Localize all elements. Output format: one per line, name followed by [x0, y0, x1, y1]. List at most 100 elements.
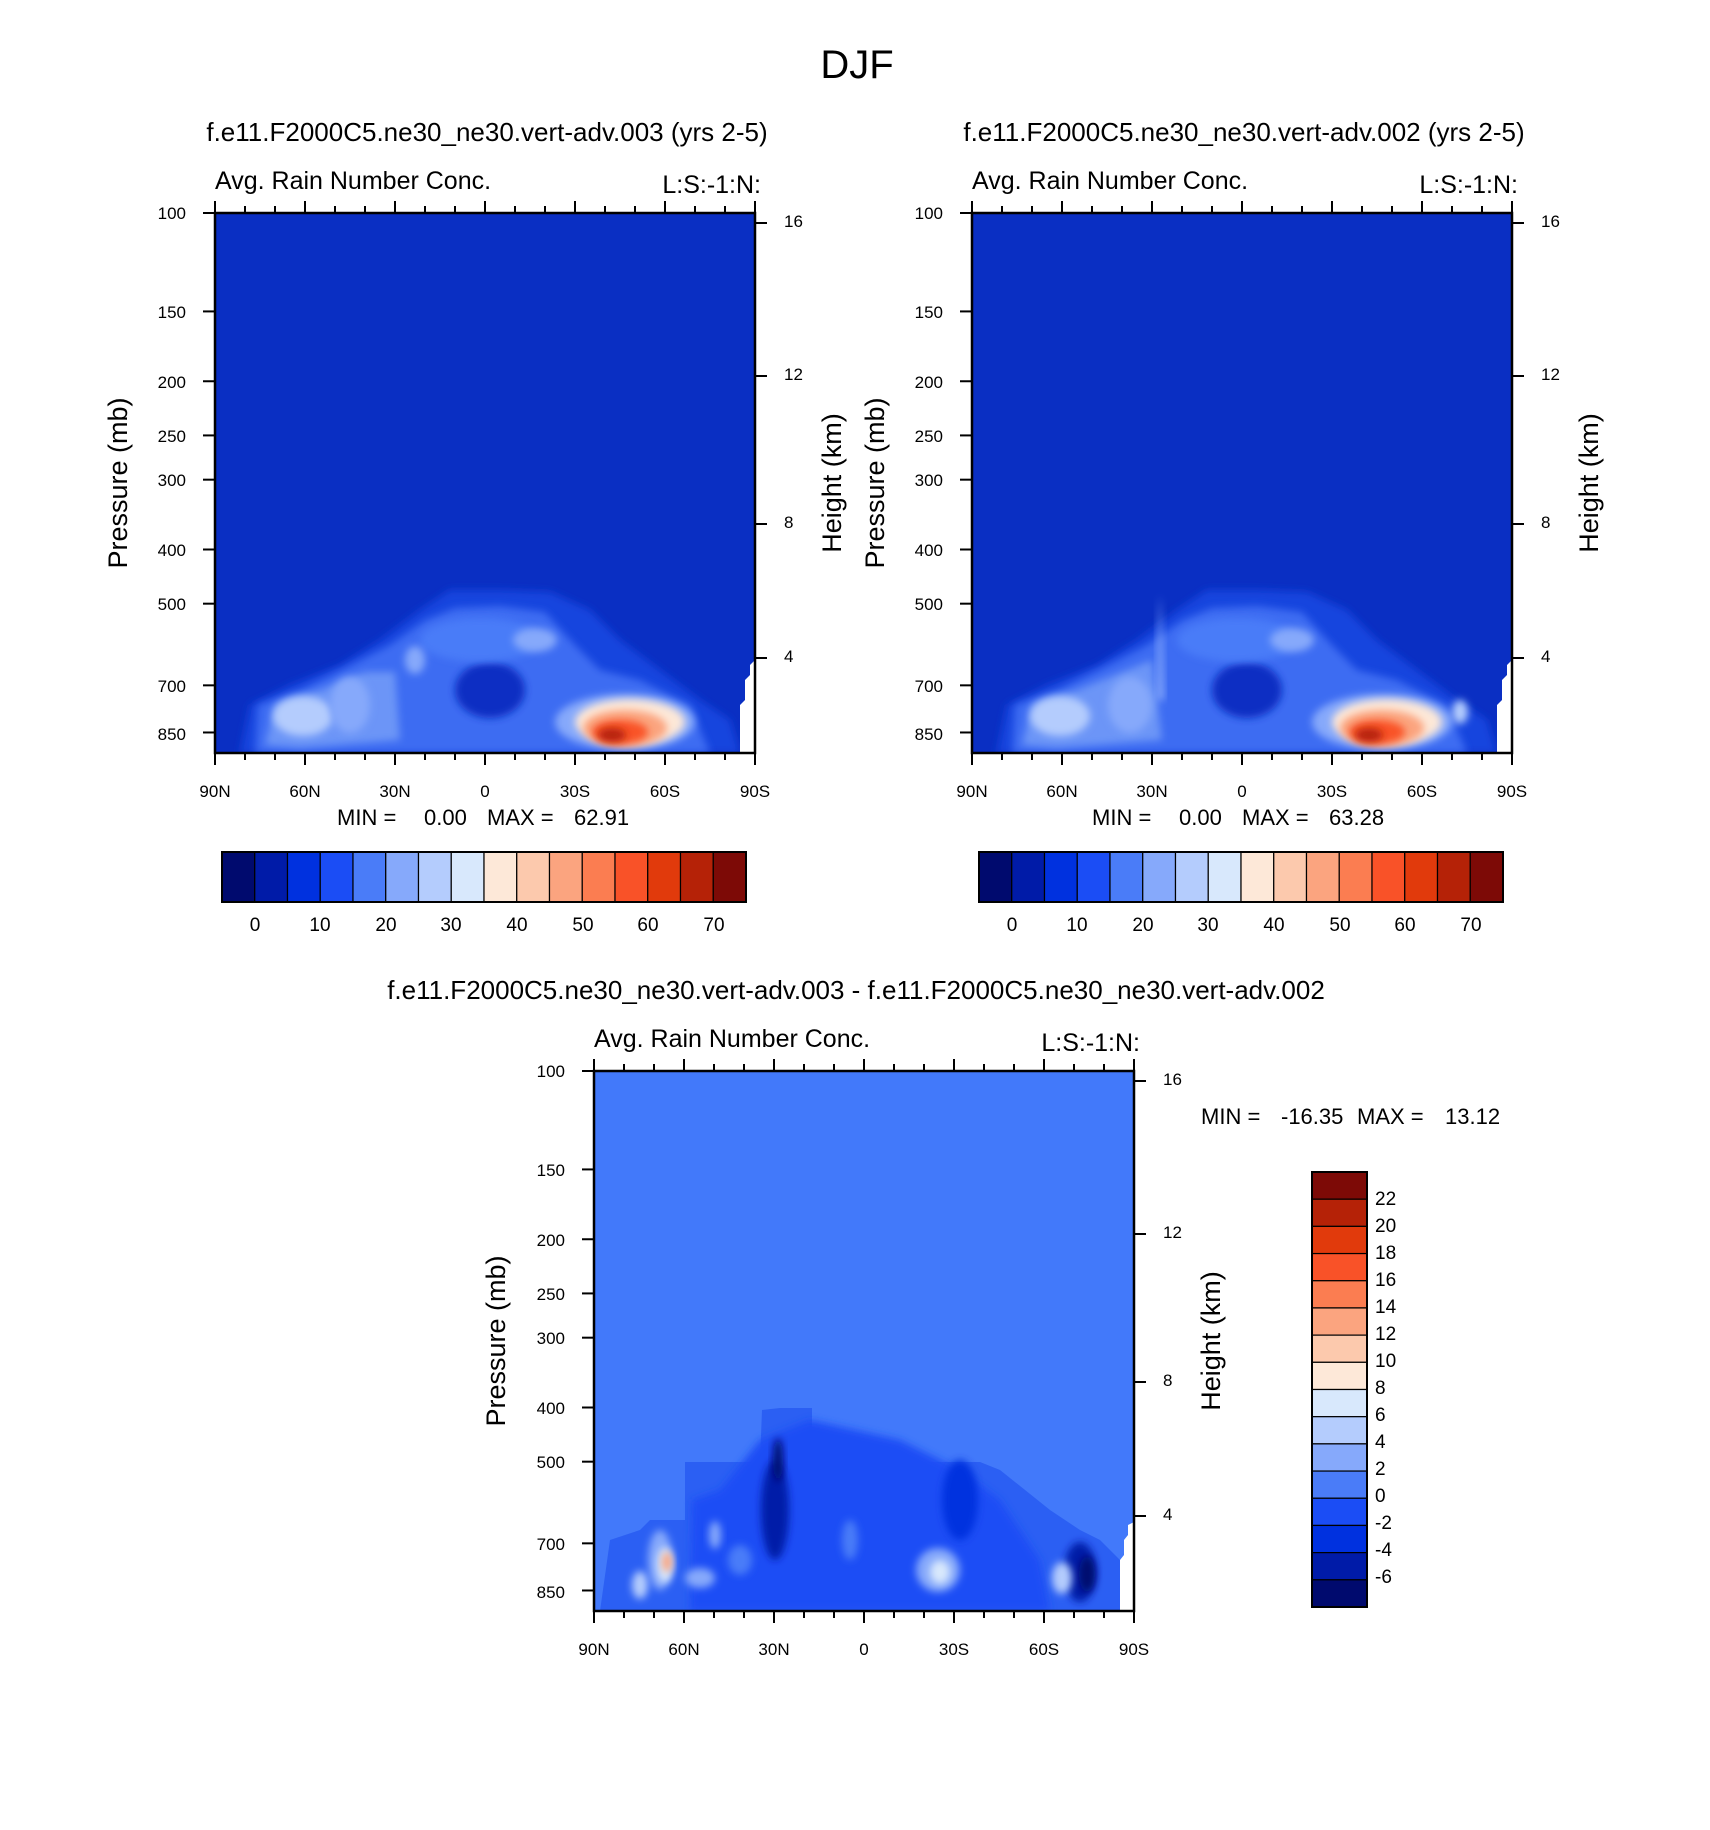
y-tick-label: 400	[915, 541, 943, 560]
y-tick-label: 850	[537, 1583, 565, 1602]
colorbar-swatch	[679, 851, 714, 903]
panel-title: f.e11.F2000C5.ne30_ne30.vert-adv.002 (yr…	[963, 117, 1524, 147]
colorbar-label: 20	[1132, 915, 1153, 936]
x-tick-label: 90S	[1119, 1640, 1149, 1659]
y-tick-label: 300	[537, 1329, 565, 1348]
colorbar-label: 2	[1375, 1459, 1386, 1480]
x-tick-label: 90S	[1497, 782, 1527, 801]
x-tick-label: 30N	[379, 782, 410, 801]
panel-title: f.e11.F2000C5.ne30_ne30.vert-adv.003 (yr…	[206, 117, 767, 147]
colorbar-swatch	[1338, 851, 1373, 903]
colorbar-label: 0	[1375, 1486, 1386, 1507]
x-tick-label: 30N	[1136, 782, 1167, 801]
panel-exp003: f.e11.F2000C5.ne30_ne30.vert-adv.003 (yr…	[103, 117, 847, 936]
x-tick-label: 60S	[650, 782, 680, 801]
colorbar-label: 50	[1329, 915, 1350, 936]
colorbar-label: 22	[1375, 1189, 1396, 1210]
colorbar-swatch	[1142, 851, 1177, 903]
y-tick-label: 200	[915, 373, 943, 392]
y2-tick-label: 4	[1541, 647, 1550, 666]
y-tick-label: 300	[158, 471, 186, 490]
y2-tick-label: 16	[784, 212, 803, 231]
colorbar-swatch	[352, 851, 387, 903]
colorbar-swatch	[614, 851, 649, 903]
panel-exp002: f.e11.F2000C5.ne30_ne30.vert-adv.002 (yr…	[860, 117, 1604, 936]
x-tick-label: 90S	[740, 782, 770, 801]
colorbar-swatch	[1311, 1524, 1368, 1554]
y2-tick-label: 12	[1541, 365, 1560, 384]
max-label: MAX =	[487, 805, 554, 830]
colorbar-swatch	[1043, 851, 1078, 903]
colorbar-swatch	[450, 851, 485, 903]
y-tick-label: 250	[158, 427, 186, 446]
x-tick-label: 0	[1237, 782, 1246, 801]
y-tick-label: 500	[915, 595, 943, 614]
contour-field	[972, 213, 1512, 753]
colorbar-swatch	[1311, 1252, 1368, 1282]
y2-tick-label: 12	[1163, 1223, 1182, 1242]
min-label: MIN =	[1092, 805, 1151, 830]
colorbar-swatch	[1311, 1225, 1368, 1255]
colorbar-label: 0	[1007, 915, 1018, 936]
y-tick-label: 150	[537, 1161, 565, 1180]
colorbar-swatch	[1174, 851, 1209, 903]
field-name: Avg. Rain Number Conc.	[972, 167, 1248, 195]
colorbar-swatch	[978, 851, 1013, 903]
min-value: -16.35	[1281, 1104, 1343, 1129]
y-axis-label: Pressure (mb)	[103, 397, 133, 568]
axis-ticks	[582, 1059, 1146, 1623]
colorbar-label: 20	[1375, 1216, 1396, 1237]
x-tick-label: 30S	[1317, 782, 1347, 801]
field-name: Avg. Rain Number Conc.	[215, 167, 491, 195]
y-tick-label: 700	[915, 677, 943, 696]
max-value: 62.91	[574, 805, 629, 830]
colorbar-swatch	[1311, 1198, 1368, 1227]
colorbar-label: 12	[1375, 1324, 1396, 1345]
colorbar-swatch	[1311, 1361, 1368, 1391]
y-axis-label: Pressure (mb)	[481, 1255, 511, 1426]
colorbar-label: 60	[637, 915, 658, 936]
y2-tick-label: 16	[1163, 1070, 1182, 1089]
min-value: 0.00	[424, 805, 467, 830]
min-value: 0.00	[1179, 805, 1222, 830]
colorbar-swatch	[1076, 851, 1111, 903]
y-tick-label: 100	[537, 1062, 565, 1081]
max-value: 63.28	[1329, 805, 1384, 830]
colorbar-label: 0	[250, 915, 261, 936]
y-tick-label: 500	[537, 1453, 565, 1472]
y2-tick-label: 4	[784, 647, 793, 666]
y2-tick-label: 8	[1541, 513, 1550, 532]
colorbar-label: 14	[1375, 1297, 1397, 1318]
y2-tick-label: 12	[784, 365, 803, 384]
y-tick-label: 200	[158, 373, 186, 392]
colorbar-swatch	[1311, 1470, 1368, 1499]
colorbar-swatches	[978, 851, 1504, 903]
y2-tick-label: 4	[1163, 1505, 1172, 1524]
x-tick-label: 30S	[560, 782, 590, 801]
y-tick-label: 700	[537, 1535, 565, 1554]
axis-ticks	[960, 201, 1524, 765]
y-tick-label: 400	[537, 1399, 565, 1418]
contour-field	[594, 1071, 1134, 1611]
colorbar-swatch	[1311, 1443, 1368, 1472]
field-code: L:S:-1:N:	[1041, 1029, 1140, 1057]
field-code: L:S:-1:N:	[1419, 171, 1518, 199]
colorbar-label: 10	[309, 915, 330, 936]
max-label: MAX =	[1242, 805, 1309, 830]
y2-axis-label: Height (km)	[817, 413, 847, 553]
colorbar-swatch	[1311, 1497, 1368, 1527]
colorbar-swatch	[1311, 1171, 1368, 1200]
colorbar-swatch	[1311, 1416, 1368, 1445]
colorbar-swatch	[221, 851, 256, 903]
colorbar-label: 40	[1263, 915, 1284, 936]
min-label: MIN =	[1201, 1104, 1260, 1129]
colorbar-label: -2	[1375, 1513, 1392, 1534]
y-tick-label: 500	[158, 595, 186, 614]
colorbar-swatch	[1371, 851, 1406, 903]
min-label: MIN =	[337, 805, 396, 830]
colorbar-frame	[1311, 1171, 1368, 1608]
colorbar-swatch	[647, 851, 682, 903]
colorbar-swatch	[548, 851, 583, 903]
y-tick-label: 400	[158, 541, 186, 560]
